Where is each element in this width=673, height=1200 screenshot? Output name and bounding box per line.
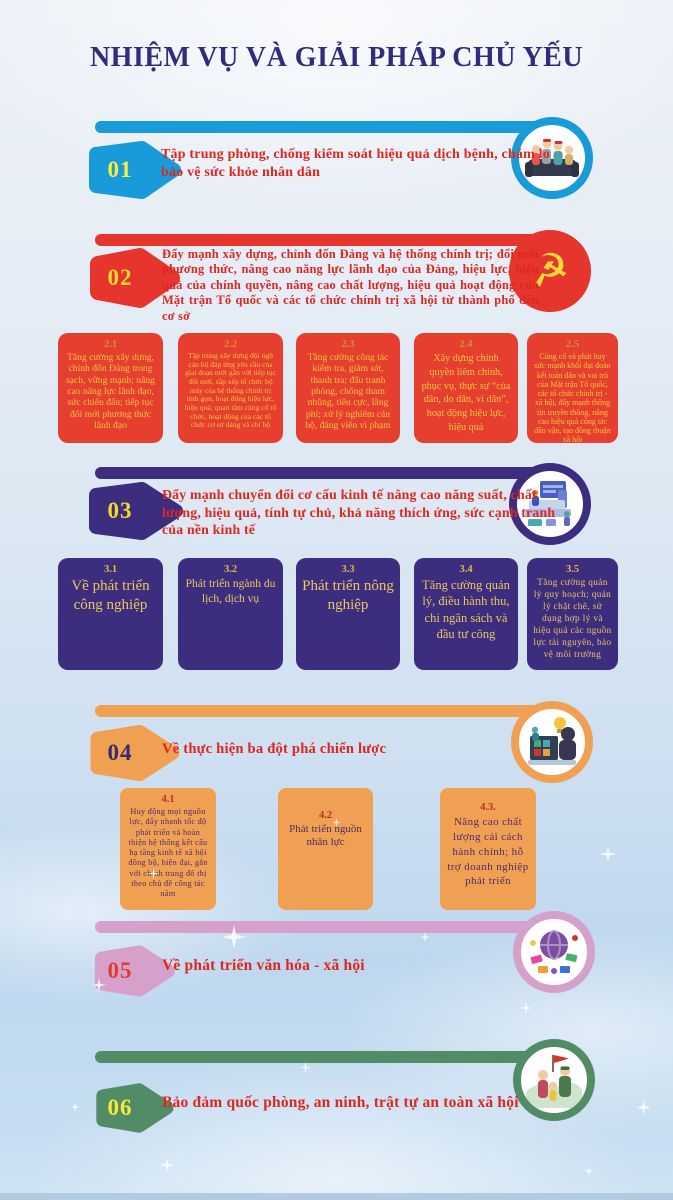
sub-item-3-1: 3.1 Về phát triển công nghiệp [58,558,163,670]
section6-banner-bar [95,1051,563,1063]
sparkle-icon [222,925,246,949]
section3-text: Đẩy mạnh chuyển đổi cơ cấu kinh tế nâng … [162,487,556,538]
section3-circle [509,463,591,545]
sub-item-text: Tăng cường quản lý quy hoạch; quản lý ch… [533,577,612,659]
sparkle-icon [420,932,430,942]
page-title: NHIỆM VỤ VÀ GIẢI PHÁP CHỦ YẾU [89,42,584,73]
sub-item-4-3: 4.3. Nâng cao chất lượng cải cách hành c… [440,788,536,910]
sub-item-label: 4.2 [318,810,333,821]
badge-arrow-shape [89,482,183,540]
sub-item-text: Huy động mọi nguồn lực, đẩy nhanh tốc độ… [128,807,208,898]
section6-text: Bảo đảm quốc phòng, an ninh, trật tự an … [162,1094,519,1111]
sub-item-3-5: 3.5 Tăng cường quản lý quy hoạch; quản l… [527,558,618,670]
section5-circle [513,911,595,993]
section5-text: Về phát triển văn hóa - xã hội [162,957,365,974]
section2-text: Đẩy mạnh xây dựng, chỉnh đốn Đảng và hệ … [162,247,539,323]
sub-item-4-2: 4.2 Phát triển nguồn nhân lực [278,788,373,910]
sub-item-text: Tập trung xây dựng đội ngũ cán bộ đáp ứn… [184,351,277,430]
section4-number-badge: 04 [84,724,184,782]
section4-circle [511,701,593,783]
sub-item-2-3: 2.3 Tăng cường công tác kiểm tra, giám s… [296,333,400,443]
sub-item-text: Phát triển nông nghiệp [302,578,394,613]
sub-item-label: 2.4 [459,339,473,350]
sub-item-label: 3.2 [223,564,238,575]
sub-item-label: 2.1 [103,339,118,350]
sparkle-icon [92,978,106,992]
section2-banner-bar [95,234,563,246]
sparkle-icon [584,1166,594,1176]
sub-item-label: 4.3. [480,802,496,813]
sub-item-text: Xây dựng chính quyền liêm chính, phục vụ… [421,353,511,433]
sub-item-3-3: 3.3 Phát triển nông nghiệp [296,558,400,670]
section5-banner-bar [95,921,563,933]
sub-item-text: Củng cố và phát huy sức mạnh khối đại đo… [534,352,611,443]
section3-banner-bar [95,467,563,479]
sub-item-label: 3.5 [565,564,580,575]
sub-item-2-5: 2.5 Củng cố và phát huy sức mạnh khối đạ… [527,333,618,443]
culture-globe-icon [530,930,578,974]
section1-text: Tập trung phòng, chống kiểm soát hiệu qu… [161,147,550,180]
badge-arrow-shape [94,945,175,997]
section2-circle: ☭ [509,230,591,312]
badge-arrow-shape [96,1083,174,1133]
sparkle-icon [300,1062,311,1073]
section2-number-badge: 02 [84,246,184,310]
sparkle-icon [70,1102,80,1112]
sub-item-2-2: 2.2 Tập trung xây dựng đội ngũ cán bộ đá… [178,333,283,443]
section4-number: 04 [107,740,133,765]
sub-item-text: Phát triển ngành du lịch, dịch vụ [185,578,276,605]
badge-arrow-shape [90,248,180,308]
family-people-icon [525,139,579,177]
defense-family-icon [526,1055,582,1108]
sub-item-4-1: 4.1 Huy động mọi nguồn lực, đẩy nhanh tố… [120,788,216,910]
sub-item-label: 2.5 [565,339,580,350]
section3-number: 03 [107,498,133,523]
section5-number-badge: 05 [84,944,184,998]
sub-item-text: Tăng cường công tác kiểm tra, giám sát, … [305,352,391,431]
badge-arrow-shape [89,141,181,199]
sub-item-3-4: 3.4 Tăng cường quản lý, điều hành thu, c… [414,558,518,670]
sub-item-label: 4.1 [161,794,175,805]
sub-item-label: 3.4 [459,564,473,575]
section4-banner-bar [95,705,563,717]
digital-economy-icon [525,481,571,526]
section2-number: 02 [107,265,133,290]
section5-number: 05 [107,958,133,983]
section6-number-badge: 06 [84,1082,184,1134]
sub-item-label: 3.3 [341,564,355,575]
section3-number-badge: 03 [84,480,184,542]
badge-arrow-shape [90,724,180,782]
sub-item-2-4: 2.4 Xây dựng chính quyền liêm chính, phụ… [414,333,518,443]
sub-item-label: 2.2 [223,339,238,350]
sub-item-text: Về phát triển công nghiệp [71,578,150,613]
section1-number-badge: 01 [84,140,184,200]
sparkle-icon [600,846,616,862]
sub-item-text: Tăng cường xây dựng, chỉnh đốn Đảng tron… [66,352,155,431]
sparkle-icon [520,1002,532,1014]
sparkle-icon [160,1158,174,1172]
sparkle-icon [332,818,341,827]
section1-circle [511,117,593,199]
sub-item-3-2: 3.2 Phát triển ngành du lịch, dịch vụ [178,558,283,670]
sub-item-2-1: 2.1 Tăng cường xây dựng, chỉnh đốn Đảng … [58,333,163,443]
sub-item-text: Phát triển nguồn nhân lực [289,823,362,848]
section6-number: 06 [107,1095,133,1120]
section6-circle [513,1039,595,1121]
section1-banner-bar [95,121,563,133]
sub-item-text: Nâng cao chất lượng cải cách hành chính;… [447,816,529,888]
sub-item-label: 2.3 [341,339,355,350]
sparkle-icon [636,1100,651,1115]
section1-number: 01 [107,157,133,182]
sub-item-label: 3.1 [103,564,118,575]
sparkle-icon [148,868,159,879]
bottom-strip [0,1193,673,1200]
section4-text: Về thực hiện ba đột phá chiến lược [162,741,387,757]
innovation-workspace-icon [528,717,576,765]
sub-item-text: Tăng cường quản lý, điều hành thu, chi n… [422,578,510,641]
